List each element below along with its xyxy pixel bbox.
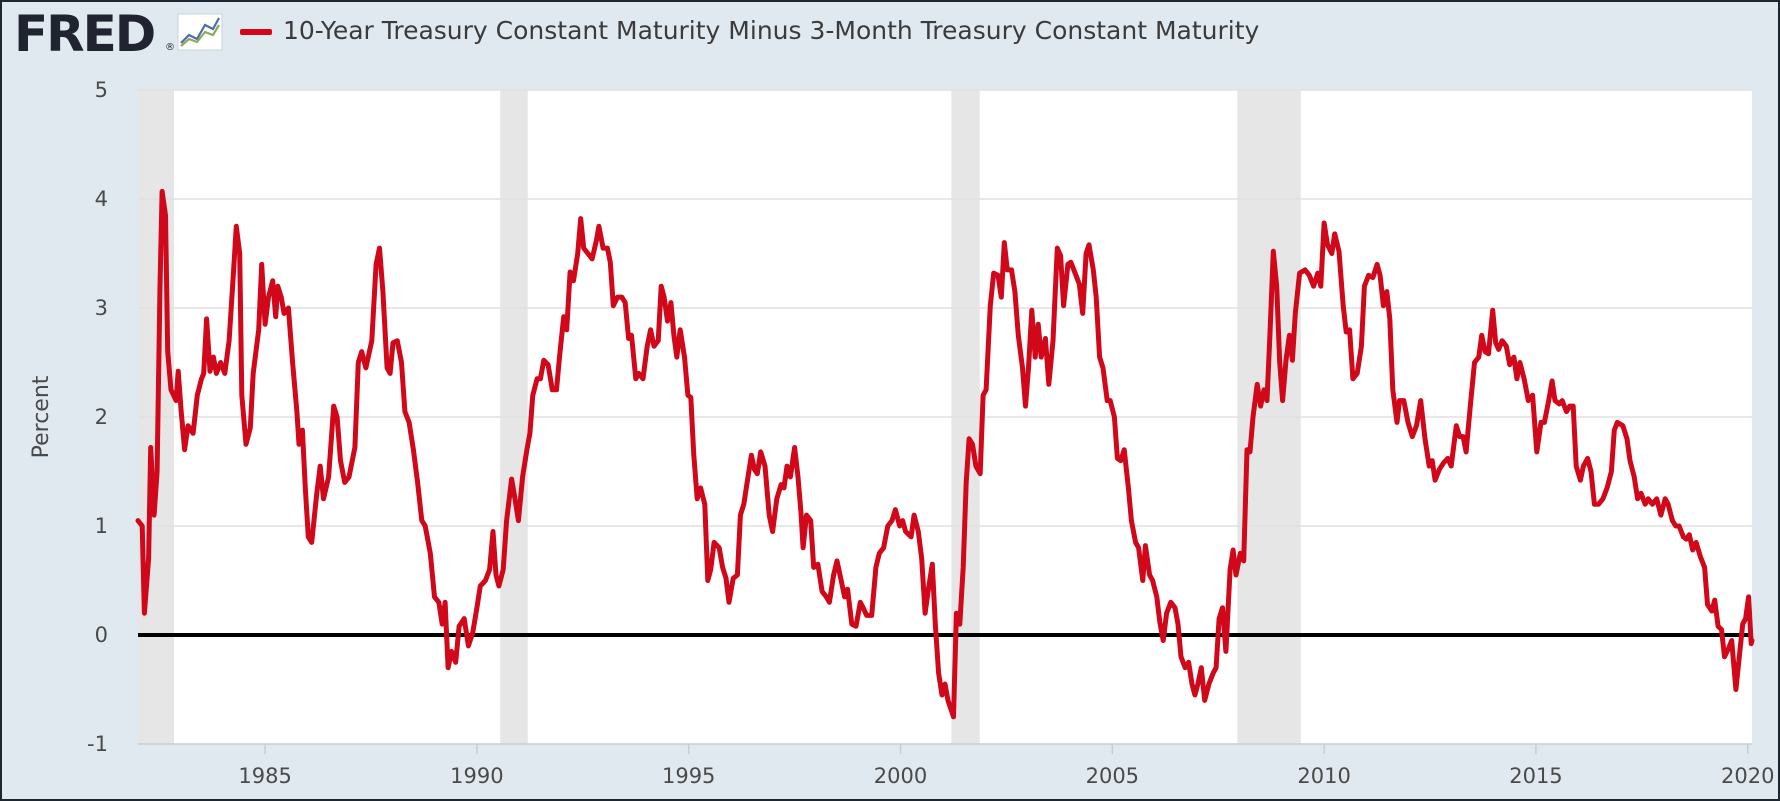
y-tick-label-4: 4: [95, 187, 108, 211]
chart-header: FRED ® 10-Year Treasury Constant Maturit…: [2, 2, 1778, 70]
y-axis-ticks: -1 0 1 2 3 4 5: [87, 78, 108, 756]
series-line[interactable]: [135, 188, 1755, 720]
fred-logo[interactable]: FRED: [14, 5, 156, 63]
chart-title: 10-Year Treasury Constant Maturity Minus…: [283, 16, 1260, 45]
y-tick-label-2: 2: [95, 405, 108, 429]
x-tick-label-1990: 1990: [450, 764, 503, 788]
y-tick-label--1: -1: [87, 732, 108, 756]
fred-chart-icon: [177, 13, 223, 51]
x-tick-label-1985: 1985: [238, 764, 291, 788]
x-axis-ticks: 1985 1990 1995 2000 2005 2010 2015 2020: [238, 744, 1774, 788]
fred-registered-mark: ®: [165, 42, 175, 53]
y-tick-label-3: 3: [95, 296, 108, 320]
x-tick-label-2010: 2010: [1297, 764, 1350, 788]
chart-icon-line-green: [180, 24, 220, 47]
chart-icon-line-blue: [180, 17, 220, 44]
legend-swatch: [240, 29, 272, 35]
x-tick-label-2015: 2015: [1509, 764, 1562, 788]
x-tick-label-2020: 2020: [1721, 764, 1774, 788]
y-axis-title: Percent: [29, 375, 54, 458]
y-tick-label-1: 1: [95, 514, 108, 538]
x-tick-label-2005: 2005: [1086, 764, 1139, 788]
y-tick-label-5: 5: [95, 78, 108, 102]
x-tick-label-1995: 1995: [662, 764, 715, 788]
y-tick-label-0: 0: [95, 623, 108, 647]
x-tick-label-2000: 2000: [874, 764, 927, 788]
